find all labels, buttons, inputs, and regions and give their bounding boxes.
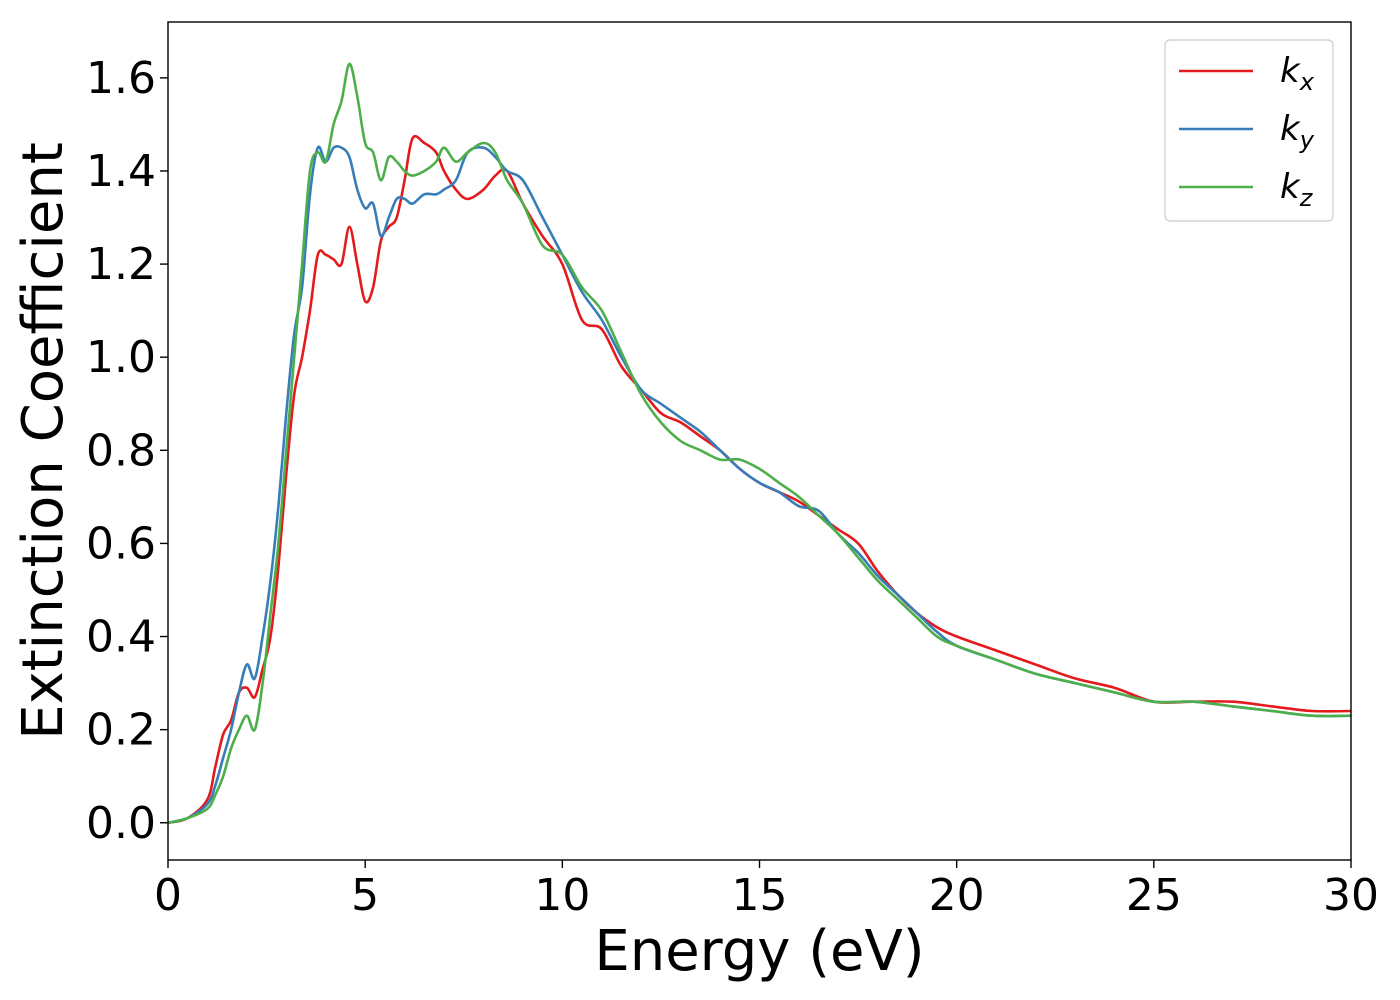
legend-label-y: ky [1280,109,1315,154]
x-tick-label: 5 [351,870,379,921]
y-tick-label: 0.4 [86,612,156,663]
x-tick-label: 25 [1126,870,1182,921]
x-axis-label: Energy (eV) [594,919,924,984]
y-axis-ticks: 0.0 0.2 0.4 0.6 0.8 1.0 1.2 1.4 1.6 [86,53,168,849]
y-tick-label: 1.0 [86,332,156,383]
x-axis-ticks: 0 5 10 15 20 25 30 [154,860,1379,921]
y-tick-label: 0.2 [86,705,156,756]
legend: kx ky kz [1164,39,1334,222]
series-line-y [167,144,1352,825]
x-tick-label: 0 [154,870,182,921]
x-tick-label: 10 [534,870,590,921]
x-tick-label: 30 [1323,870,1379,921]
legend-box [1164,39,1334,222]
y-axis-label: Extinction Coefficient [11,142,76,740]
series-line-z [167,62,1352,825]
y-tick-label: 1.4 [86,146,156,197]
y-tick-label: 0.0 [86,798,156,849]
legend-label-x: kx [1280,51,1315,96]
x-tick-label: 15 [732,870,788,921]
y-tick-label: 1.6 [86,53,156,104]
series-layer [167,62,1352,825]
y-tick-label: 0.8 [86,425,156,476]
plot-frame [167,21,1352,861]
y-tick-label: 1.2 [86,239,156,290]
legend-label-z: kz [1280,167,1314,212]
y-tick-label: 0.6 [86,518,156,569]
x-tick-label: 20 [929,870,985,921]
plot-area [168,22,1351,860]
